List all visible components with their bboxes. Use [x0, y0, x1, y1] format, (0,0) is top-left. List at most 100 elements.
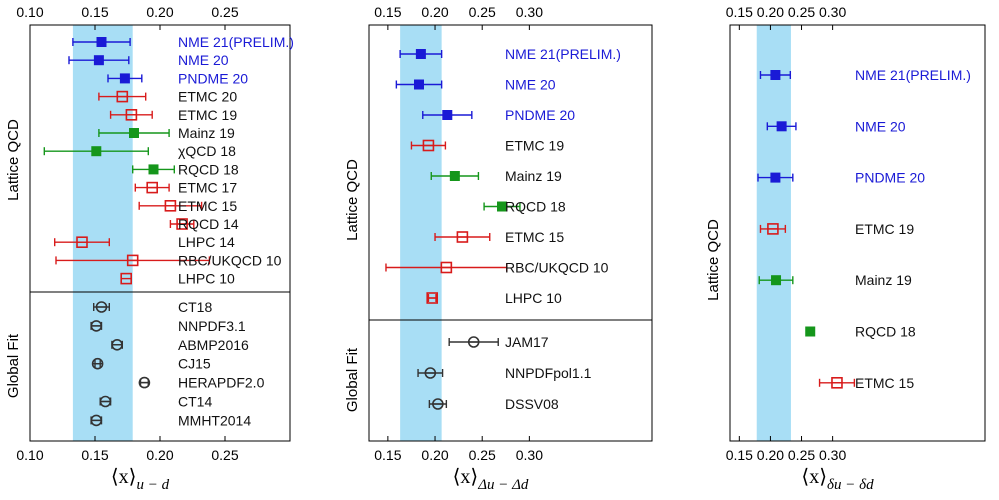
x-tick-label-top: 0.25	[788, 4, 815, 20]
x-tick-label-top: 0.20	[421, 4, 448, 20]
filled-square-marker	[93, 55, 104, 66]
entry-label: NME 21(PRELIM.)	[505, 46, 621, 62]
entry-label: PNDME 20	[855, 170, 925, 186]
panel-3: 0.150.150.200.200.250.250.300.30Lattice …	[705, 4, 986, 493]
data-point	[395, 79, 443, 90]
data-point	[55, 254, 211, 267]
entry-label: HERAPDF2.0	[178, 375, 265, 391]
entry-label: LHPC 10	[178, 271, 235, 287]
x-tick-label-top: 0.30	[516, 4, 543, 20]
entry-label: MMHT2014	[178, 412, 251, 428]
data-point	[169, 218, 195, 230]
entry-label: ETMC 15	[855, 375, 914, 391]
filled-square-marker	[413, 79, 424, 90]
entry-label: CT14	[178, 394, 212, 410]
data-point	[757, 172, 794, 183]
panel-2: 0.15 0.15 0.20 0.20 0.25 0.25 0.30 0.30 Lattice …	[344, 4, 653, 493]
entry-label: NNPDF3.1	[178, 318, 246, 334]
filled-square-marker	[805, 326, 816, 337]
entry-label: ETMC 19	[178, 107, 237, 123]
data-point	[72, 37, 131, 47]
data-point	[422, 110, 473, 120]
data-point	[98, 128, 170, 138]
data-point	[426, 292, 439, 304]
entry-label: LHPC 10	[505, 290, 562, 306]
data-point	[90, 414, 103, 427]
x-axis-title: ⟨x⟩u − d	[111, 466, 170, 493]
entry-label: Mainz 19	[855, 272, 912, 288]
entry-label: ETMC 15	[178, 198, 237, 214]
data-point	[92, 301, 111, 313]
x-tick-label-bottom: 0.20	[146, 447, 173, 463]
average-band	[756, 25, 791, 441]
data-point	[805, 326, 816, 337]
x-tick-label-bottom: 0.10	[16, 447, 43, 463]
group-label: Global Fit	[344, 347, 361, 412]
panel-1: 0.10 0.10 0.15 0.15 0.20 0.20 0.25 0.25 Lattice …	[5, 4, 294, 493]
entry-label: ETMC 19	[855, 221, 914, 237]
data-point	[90, 320, 103, 332]
data-point	[111, 338, 124, 351]
x-tick-label-bottom: 0.30	[516, 447, 543, 463]
data-point	[399, 49, 443, 59]
data-point	[107, 73, 143, 84]
plot-frame	[729, 24, 986, 442]
entry-label: PNDME 20	[505, 107, 575, 123]
data-point	[385, 261, 508, 274]
x-tick-label-top: 0.15	[81, 4, 108, 20]
entry-label: ETMC 19	[505, 138, 564, 154]
filled-square-marker	[129, 128, 139, 138]
entry-label: CJ15	[178, 356, 211, 372]
entry-label: PNDME 20	[178, 70, 248, 86]
entry-label: RQCD 18	[855, 324, 916, 340]
x-tick-label-top: 0.15	[374, 4, 401, 20]
data-point	[98, 90, 147, 103]
data-point	[68, 55, 130, 66]
entry-label: CT18	[178, 299, 212, 315]
data-point	[483, 201, 521, 212]
entry-label: JAM17	[505, 334, 549, 350]
group-label: Lattice QCD	[344, 159, 361, 241]
x-tick-label-bottom: 0.25	[211, 447, 238, 463]
filled-square-marker	[415, 49, 426, 59]
x-tick-label-top: 0.20	[146, 4, 173, 20]
filled-square-marker	[442, 110, 453, 120]
plot-frame	[368, 24, 653, 442]
x-tick-label-top: 0.15	[726, 4, 753, 20]
data-point	[448, 336, 499, 348]
data-point	[99, 395, 112, 408]
x-tick-label-top: 0.25	[469, 4, 496, 20]
entry-label: NME 21(PRELIM.)	[855, 67, 971, 83]
data-point	[410, 139, 447, 152]
entry-label: DSSV08	[505, 396, 559, 412]
x-tick-label-top: 0.10	[16, 4, 43, 20]
entry-label: NME 20	[505, 77, 556, 93]
filled-square-marker	[497, 201, 508, 212]
data-point	[91, 357, 104, 370]
entry-label: NME 21(PRELIM.)	[178, 34, 294, 50]
x-tick-label-bottom: 0.20	[421, 447, 448, 463]
x-axis-title: ⟨x⟩Δu − Δd	[453, 466, 529, 493]
filled-square-marker	[771, 275, 782, 286]
entry-label: ETMC 17	[178, 180, 237, 196]
entry-label: NNPDFpol1.1	[505, 365, 592, 381]
x-axis-title: ⟨x⟩δu − δd	[801, 466, 874, 493]
group-label: Global Fit	[5, 333, 22, 398]
entry-label: ABMP2016	[178, 337, 249, 353]
x-tick-label-top: 0.25	[211, 4, 238, 20]
group-label: Lattice QCD	[705, 219, 722, 301]
x-tick-label-bottom: 0.20	[757, 447, 784, 463]
x-tick-label-bottom: 0.25	[788, 447, 815, 463]
filled-square-marker	[770, 172, 781, 183]
data-point	[430, 171, 480, 181]
data-point	[131, 164, 176, 175]
entry-label: NME 20	[855, 118, 906, 134]
filled-square-marker	[148, 164, 159, 175]
data-point	[120, 272, 132, 285]
data-point	[54, 236, 111, 248]
average-band	[72, 25, 133, 441]
filled-square-marker	[770, 70, 781, 80]
data-point	[766, 121, 797, 132]
entry-label: Mainz 19	[178, 125, 235, 141]
entry-label: ETMC 15	[505, 229, 564, 245]
